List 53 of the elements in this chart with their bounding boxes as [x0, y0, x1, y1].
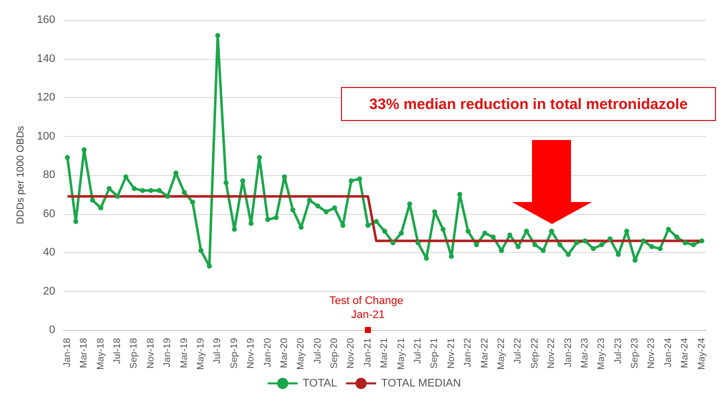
- x-tick-label: May-22: [496, 338, 507, 370]
- x-tick-label: Jan-21: [362, 338, 374, 368]
- x-tick-label: May-23: [596, 338, 608, 370]
- y-tick-label: 0: [49, 324, 56, 336]
- x-tick-label: May-18: [95, 338, 106, 370]
- y-tick-label: 140: [36, 52, 56, 65]
- x-tick-label: Jul-18: [112, 338, 124, 364]
- y-tick-label: 80: [43, 169, 56, 181]
- x-tick-label: Jan-20: [262, 338, 274, 368]
- x-tick-label: Jul-22: [512, 338, 524, 364]
- callout-box: 33% median reduction in total metronidazole: [341, 87, 716, 121]
- x-tick-label: Sep-22: [529, 338, 540, 369]
- x-tick-label: Jul-23: [612, 338, 624, 364]
- x-tick-label: Jan-23: [562, 338, 574, 368]
- legend-label: TOTAL: [302, 377, 338, 390]
- x-tick-label: Jul-19: [212, 338, 224, 364]
- x-tick-label: Mar-19: [178, 338, 190, 368]
- x-tick-label: Mar-24: [680, 338, 691, 368]
- y-axis-title: DDDs per 1000 OBDs: [16, 126, 26, 224]
- x-tick-label: Jan-18: [62, 338, 73, 368]
- y-tick-label: 160: [36, 14, 56, 26]
- x-tick-label: May-24: [696, 338, 708, 370]
- x-tick-label: May-21: [396, 338, 407, 370]
- x-tick-label: Sep-23: [630, 338, 641, 369]
- y-tick-label: 40: [43, 246, 56, 258]
- x-tick-label: Nov-19: [246, 338, 257, 369]
- y-tick-label: 120: [36, 92, 56, 104]
- y-tick-label: 20: [43, 285, 56, 298]
- x-tick-label: Nov-18: [145, 338, 156, 369]
- x-tick-label: Sep-21: [429, 338, 440, 369]
- x-tick-label: Sep-20: [329, 338, 340, 369]
- y-tick-label: 60: [43, 208, 56, 220]
- x-tick-label: Mar-20: [278, 338, 290, 368]
- x-tick-label: May-19: [195, 338, 206, 370]
- x-tick-label: Jan-22: [462, 338, 474, 368]
- x-tick-label: Nov-20: [346, 338, 357, 369]
- y-tick-label: 100: [36, 130, 56, 142]
- x-tick-label: Mar-18: [78, 338, 90, 368]
- legend-label: TOTAL MEDIAN: [381, 377, 461, 390]
- x-tick-label: May-20: [296, 338, 307, 370]
- x-tick-label: Mar-21: [379, 338, 390, 368]
- x-tick-label: Jan-19: [162, 338, 174, 368]
- x-tick-label: Nov-22: [546, 338, 558, 369]
- x-tick-label: Jul-21: [412, 338, 424, 364]
- x-tick-label: Nov-23: [646, 338, 658, 369]
- x-tick-label: Mar-22: [479, 338, 490, 368]
- x-tick-label: Jan-24: [662, 338, 674, 368]
- x-tick-label: Jul-20: [312, 338, 324, 364]
- x-tick-label: Nov-21: [446, 338, 457, 369]
- x-tick-label: Sep-18: [128, 338, 140, 369]
- x-tick-label: Mar-23: [579, 338, 590, 368]
- x-tick-label: Sep-19: [228, 338, 240, 369]
- annotation: Test of Change Jan-21: [329, 295, 406, 321]
